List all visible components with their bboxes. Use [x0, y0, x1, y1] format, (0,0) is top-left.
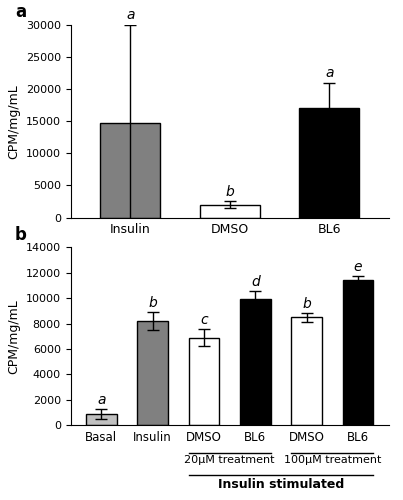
Bar [299, 108, 359, 218]
Bar [189, 338, 220, 425]
Text: a: a [15, 3, 26, 21]
Text: b: b [15, 226, 27, 244]
Text: a: a [325, 66, 333, 80]
Text: d: d [251, 274, 260, 288]
Bar [137, 321, 168, 425]
Text: 100μM treatment: 100μM treatment [284, 455, 381, 465]
Text: a: a [126, 8, 135, 22]
Text: b: b [148, 296, 157, 310]
Text: b: b [225, 185, 234, 199]
Bar [200, 204, 260, 218]
Bar [240, 300, 271, 425]
Text: Insulin stimulated: Insulin stimulated [218, 478, 344, 490]
Y-axis label: CPM/mg/mL: CPM/mg/mL [7, 299, 20, 374]
Text: a: a [97, 392, 106, 406]
Text: b: b [302, 297, 311, 311]
Bar [343, 280, 374, 425]
Text: 20μM treatment: 20μM treatment [185, 455, 275, 465]
Text: c: c [200, 312, 208, 326]
Bar [86, 414, 117, 425]
Bar [291, 317, 322, 425]
Text: e: e [354, 260, 362, 274]
Y-axis label: CPM/mg/mL: CPM/mg/mL [7, 84, 20, 158]
Bar [100, 123, 160, 218]
